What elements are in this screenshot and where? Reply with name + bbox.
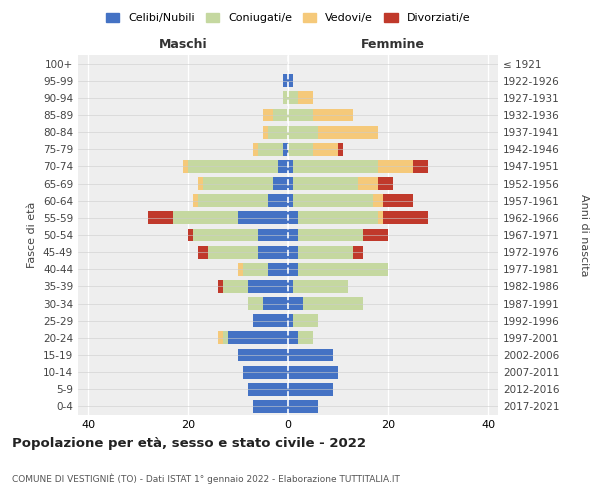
Bar (238, 263, 243, 276)
Bar (268, 126, 288, 138)
Bar (288, 108, 313, 122)
Text: Maschi: Maschi (158, 38, 208, 51)
Bar (243, 263, 268, 276)
Bar (313, 143, 338, 156)
Bar (288, 228, 298, 241)
Bar (203, 177, 273, 190)
Bar (258, 246, 288, 258)
Bar (183, 160, 188, 173)
Bar (278, 160, 288, 173)
Bar (288, 383, 333, 396)
Bar (263, 108, 273, 122)
Bar (298, 228, 363, 241)
Bar (383, 212, 428, 224)
Bar (273, 108, 288, 122)
Bar (193, 194, 198, 207)
Bar (288, 246, 298, 258)
Bar (363, 228, 388, 241)
Bar (303, 297, 363, 310)
Bar (288, 263, 298, 276)
Bar (313, 108, 353, 122)
Bar (298, 332, 313, 344)
Bar (378, 160, 413, 173)
Text: Femmine: Femmine (361, 38, 425, 51)
Bar (188, 228, 193, 241)
Bar (288, 314, 293, 327)
Bar (248, 383, 288, 396)
Bar (288, 177, 293, 190)
Bar (293, 177, 358, 190)
Bar (253, 143, 258, 156)
Bar (253, 314, 288, 327)
Bar (283, 92, 288, 104)
Bar (263, 297, 288, 310)
Bar (283, 143, 288, 156)
Bar (238, 212, 288, 224)
Bar (373, 194, 383, 207)
Bar (413, 160, 428, 173)
Bar (298, 92, 313, 104)
Bar (223, 280, 248, 293)
Bar (298, 263, 388, 276)
Bar (268, 194, 288, 207)
Bar (173, 212, 238, 224)
Bar (288, 212, 298, 224)
Bar (253, 400, 288, 413)
Bar (378, 212, 383, 224)
Legend: Celibi/Nubili, Coniugati/e, Vedovi/e, Divorziati/e: Celibi/Nubili, Coniugati/e, Vedovi/e, Di… (101, 8, 475, 28)
Bar (238, 348, 288, 362)
Bar (293, 280, 348, 293)
Bar (258, 143, 283, 156)
Y-axis label: Fasce di età: Fasce di età (28, 202, 37, 268)
Bar (288, 160, 293, 173)
Bar (218, 280, 223, 293)
Bar (148, 212, 173, 224)
Bar (288, 400, 318, 413)
Bar (288, 348, 333, 362)
Bar (208, 246, 258, 258)
Bar (248, 297, 263, 310)
Bar (293, 160, 378, 173)
Bar (293, 314, 318, 327)
Bar (288, 332, 298, 344)
Bar (198, 194, 268, 207)
Bar (298, 212, 378, 224)
Bar (263, 126, 268, 138)
Bar (338, 143, 343, 156)
Bar (318, 126, 378, 138)
Bar (288, 74, 293, 87)
Bar (383, 194, 413, 207)
Bar (248, 280, 288, 293)
Bar (268, 263, 288, 276)
Bar (288, 126, 318, 138)
Bar (288, 92, 298, 104)
Text: Popolazione per età, sesso e stato civile - 2022: Popolazione per età, sesso e stato civil… (12, 438, 366, 450)
Bar (218, 332, 223, 344)
Bar (288, 194, 293, 207)
Bar (293, 194, 373, 207)
Bar (273, 177, 288, 190)
Bar (198, 177, 203, 190)
Text: COMUNE DI VESTIGNIÈ (TO) - Dati ISTAT 1° gennaio 2022 - Elaborazione TUTTITALIA.: COMUNE DI VESTIGNIÈ (TO) - Dati ISTAT 1°… (12, 474, 400, 484)
Bar (288, 297, 303, 310)
Bar (283, 74, 288, 87)
Bar (193, 228, 258, 241)
Bar (223, 332, 228, 344)
Bar (228, 332, 288, 344)
Bar (243, 366, 288, 378)
Y-axis label: Anni di nascita: Anni di nascita (579, 194, 589, 276)
Bar (198, 246, 208, 258)
Bar (358, 177, 378, 190)
Bar (288, 366, 338, 378)
Bar (378, 177, 393, 190)
Bar (288, 143, 313, 156)
Bar (353, 246, 363, 258)
Bar (288, 280, 293, 293)
Bar (188, 160, 278, 173)
Bar (298, 246, 353, 258)
Bar (258, 228, 288, 241)
